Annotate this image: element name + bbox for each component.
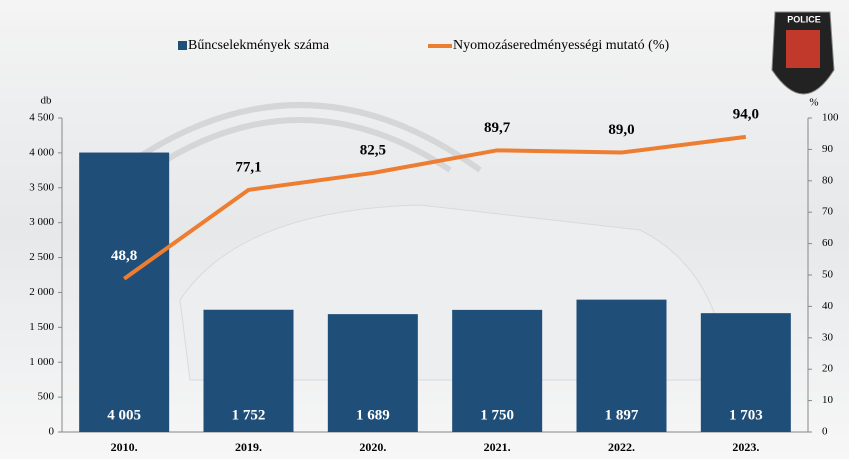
- bar: [79, 153, 169, 432]
- badge-field: [786, 30, 820, 68]
- x-tick-label: 2020.: [359, 440, 386, 454]
- x-tick-label: 2023.: [732, 440, 759, 454]
- bar-value-label: 1 752: [232, 407, 266, 423]
- bar-value-label: 4 005: [107, 407, 141, 423]
- bar-value-label: 1 689: [356, 407, 390, 423]
- y-tick-label: 4 000: [29, 146, 54, 158]
- y2-tick-label: 10: [822, 394, 834, 406]
- y2-unit: %: [809, 97, 818, 109]
- bar-value-label: 1 703: [729, 407, 763, 423]
- y2-tick-label: 50: [822, 269, 834, 281]
- line-value-label: 77,1: [235, 159, 261, 175]
- line-value-label: 89,7: [484, 120, 511, 136]
- y2-tick-label: 40: [822, 300, 834, 312]
- y-tick-label: 1 000: [29, 356, 54, 368]
- x-tick-label: 2021.: [484, 440, 511, 454]
- x-tick-label: 2022.: [608, 440, 635, 454]
- badge-text: POLICE: [787, 14, 821, 24]
- badge: POLICE: [772, 12, 834, 94]
- x-tick-label: 2019.: [235, 440, 262, 454]
- y2-tick-label: 90: [822, 143, 834, 155]
- line-value-label: 48,8: [111, 248, 137, 264]
- line-value-label: 82,5: [360, 142, 386, 158]
- chart: db%05001 0001 5002 0002 5003 0003 5004 0…: [0, 0, 849, 459]
- y-unit: db: [41, 95, 53, 107]
- legend-label: Nyomozáseredményességi mutató (%): [453, 38, 669, 53]
- line-value-label: 89,0: [608, 122, 634, 138]
- y-tick-label: 500: [38, 391, 55, 403]
- y-tick-label: 0: [49, 426, 55, 438]
- y2-tick-label: 0: [822, 426, 828, 438]
- bar-value-label: 1 750: [480, 407, 514, 423]
- y2-tick-label: 30: [822, 331, 834, 343]
- legend-swatch: [178, 41, 187, 50]
- y2-tick-label: 70: [822, 206, 834, 218]
- legend-label: Bűncselekmények száma: [188, 38, 330, 53]
- line-value-label: 94,0: [733, 106, 759, 122]
- bar-value-label: 1 897: [605, 407, 639, 423]
- y2-tick-label: 20: [822, 363, 834, 375]
- y-tick-label: 1 500: [29, 321, 54, 333]
- y2-tick-label: 60: [822, 237, 834, 249]
- y-tick-label: 3 500: [29, 181, 54, 193]
- y-tick-label: 2 000: [29, 286, 54, 298]
- y2-tick-label: 80: [822, 174, 834, 186]
- y-tick-label: 4 500: [29, 112, 54, 124]
- y2-tick-label: 100: [822, 112, 839, 124]
- y-tick-label: 2 500: [29, 251, 54, 263]
- x-tick-label: 2010.: [111, 440, 138, 454]
- y-tick-label: 3 000: [29, 216, 54, 228]
